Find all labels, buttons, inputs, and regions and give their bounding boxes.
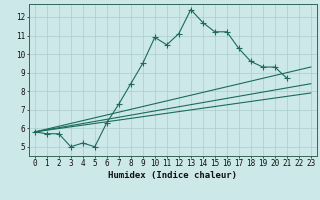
X-axis label: Humidex (Indice chaleur): Humidex (Indice chaleur) — [108, 171, 237, 180]
